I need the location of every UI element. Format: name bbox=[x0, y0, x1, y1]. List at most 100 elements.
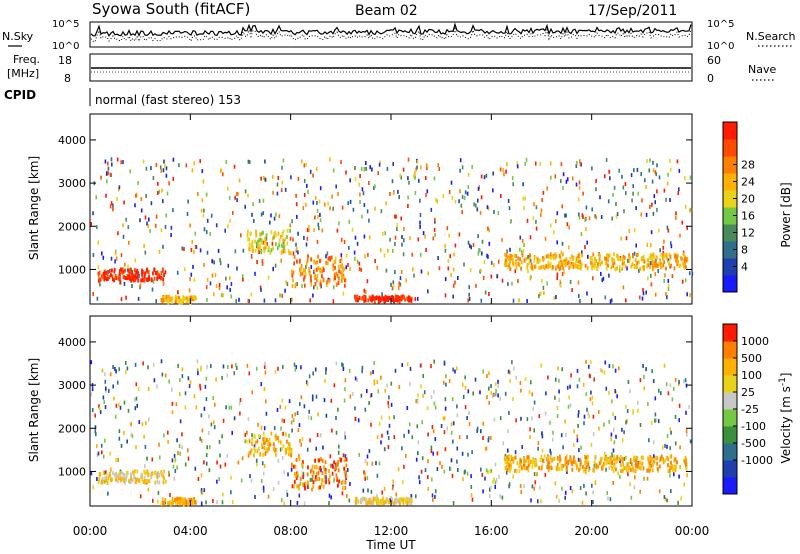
data-cell bbox=[275, 212, 277, 217]
data-cell bbox=[325, 475, 327, 480]
data-cell bbox=[107, 161, 109, 166]
data-cell bbox=[485, 468, 488, 473]
data-cell bbox=[394, 235, 397, 240]
data-cell bbox=[589, 397, 592, 402]
data-cell bbox=[446, 426, 448, 431]
data-cell bbox=[408, 298, 411, 303]
data-cell bbox=[112, 207, 114, 212]
data-cell bbox=[610, 456, 613, 461]
data-cell bbox=[107, 491, 109, 496]
data-cell bbox=[595, 187, 597, 192]
data-cell bbox=[299, 438, 301, 443]
data-cell bbox=[586, 240, 588, 245]
data-cell bbox=[170, 233, 172, 237]
data-cell bbox=[363, 295, 365, 300]
data-cell bbox=[330, 495, 332, 500]
data-cell bbox=[397, 189, 399, 194]
data-cell bbox=[281, 165, 283, 170]
data-cell bbox=[665, 266, 667, 271]
data-cell bbox=[556, 276, 558, 280]
data-cell bbox=[112, 203, 114, 208]
data-cell bbox=[662, 252, 664, 257]
data-cell bbox=[605, 254, 608, 259]
data-cell bbox=[452, 439, 454, 444]
data-cell bbox=[124, 480, 126, 485]
data-cell bbox=[257, 422, 259, 427]
data-cell bbox=[650, 243, 652, 248]
data-cell bbox=[117, 231, 119, 236]
data-cell bbox=[90, 392, 92, 397]
data-cell bbox=[388, 395, 390, 400]
data-cell bbox=[684, 378, 687, 383]
data-cell bbox=[315, 465, 318, 470]
data-cell bbox=[630, 264, 633, 269]
data-cell bbox=[271, 241, 274, 246]
data-cell bbox=[342, 367, 345, 371]
data-cell bbox=[630, 467, 632, 472]
data-cell bbox=[366, 389, 368, 393]
data-cell bbox=[416, 160, 419, 164]
data-cell bbox=[328, 279, 330, 284]
data-cell bbox=[586, 291, 588, 296]
data-cell bbox=[417, 440, 420, 445]
data-cell bbox=[439, 461, 441, 466]
data-cell bbox=[572, 459, 575, 464]
data-cell bbox=[611, 216, 613, 221]
data-cell bbox=[329, 474, 331, 479]
data-cell bbox=[282, 158, 285, 163]
y-tick-label: 1000 bbox=[58, 263, 86, 276]
data-cell bbox=[479, 210, 482, 215]
data-cell bbox=[484, 290, 487, 295]
data-cell bbox=[527, 455, 530, 460]
data-cell bbox=[652, 160, 654, 165]
data-cell bbox=[387, 298, 389, 303]
data-cell bbox=[663, 253, 666, 258]
data-cell bbox=[104, 379, 107, 384]
data-cell bbox=[531, 416, 533, 421]
data-cell bbox=[123, 400, 126, 405]
data-cell bbox=[507, 198, 510, 203]
data-cell bbox=[674, 441, 677, 446]
data-cell bbox=[654, 412, 657, 417]
data-cell bbox=[118, 275, 121, 280]
data-cell bbox=[332, 299, 335, 304]
data-cell bbox=[333, 272, 336, 277]
data-cell bbox=[529, 427, 531, 432]
data-cell bbox=[115, 473, 118, 478]
data-cell bbox=[332, 263, 335, 268]
data-cell bbox=[652, 168, 655, 173]
data-cell bbox=[369, 497, 372, 502]
data-cell bbox=[647, 456, 649, 461]
data-cell bbox=[616, 459, 618, 464]
data-cell bbox=[689, 439, 692, 444]
data-cell bbox=[538, 258, 540, 263]
x-tick-label: 12:00 bbox=[374, 524, 409, 538]
data-cell bbox=[254, 271, 256, 276]
data-cell bbox=[359, 200, 361, 204]
data-cell bbox=[561, 241, 564, 246]
data-cell bbox=[452, 283, 455, 288]
data-cell bbox=[461, 195, 464, 200]
data-cell bbox=[290, 467, 293, 472]
data-cell bbox=[558, 467, 561, 472]
data-cell bbox=[597, 262, 599, 267]
data-cell bbox=[103, 479, 106, 484]
data-cell bbox=[487, 469, 489, 474]
data-cell bbox=[340, 253, 343, 258]
colorbar-segment bbox=[723, 460, 737, 478]
data-cell bbox=[219, 261, 222, 266]
data-cell bbox=[257, 446, 260, 451]
data-cell bbox=[162, 199, 164, 204]
data-cell bbox=[685, 457, 688, 462]
colorbar-tick-label: 28 bbox=[741, 159, 755, 172]
data-cell bbox=[451, 473, 454, 478]
data-cell bbox=[218, 282, 221, 287]
data-cell bbox=[273, 444, 276, 449]
data-cell bbox=[646, 242, 649, 247]
data-cell bbox=[262, 437, 265, 442]
data-cell bbox=[407, 429, 410, 434]
data-cell bbox=[325, 367, 327, 372]
data-cell bbox=[296, 214, 298, 219]
data-cell bbox=[376, 435, 379, 440]
